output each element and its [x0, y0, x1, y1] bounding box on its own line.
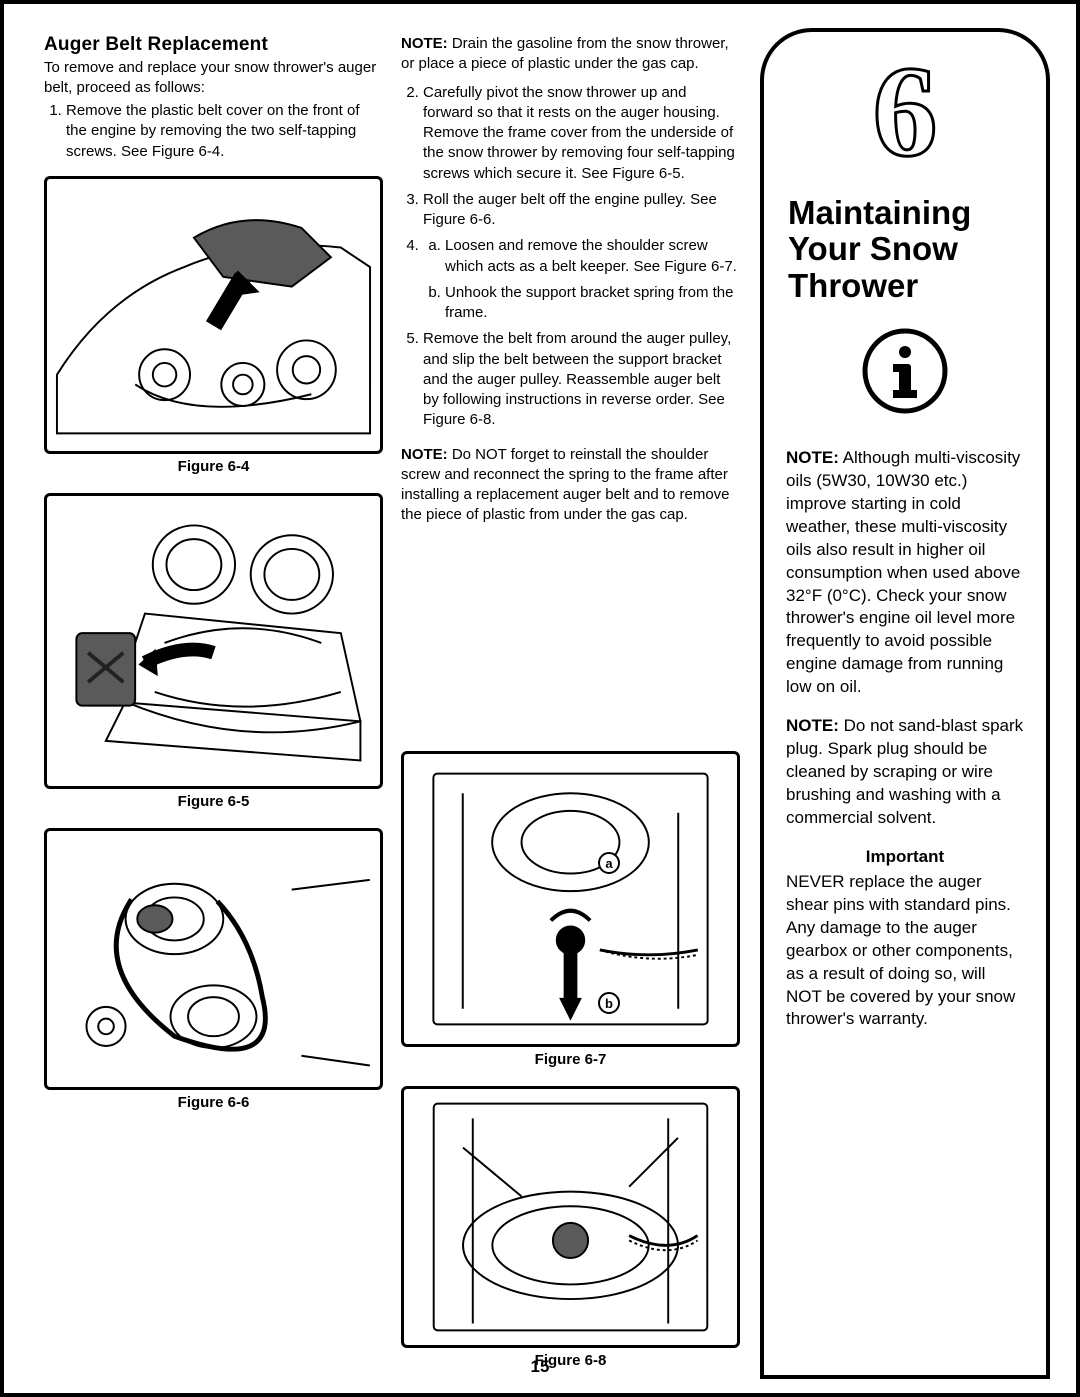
step-1: Remove the plastic belt cover on the fro…	[66, 101, 383, 162]
note-label: NOTE:	[786, 448, 839, 467]
manual-page: Auger Belt Replacement To remove and rep…	[0, 0, 1080, 1397]
right-column: NOTE: Drain the gasoline from the snow t…	[401, 34, 740, 1373]
title-line-2: Your Snow	[788, 230, 958, 267]
sidebar-note-2: NOTE: Do not sand-blast spark plug. Spar…	[786, 715, 1024, 830]
note-top: NOTE: Drain the gasoline from the snow t…	[401, 34, 740, 75]
figure-6-8	[401, 1086, 740, 1348]
note-label: NOTE:	[401, 35, 448, 52]
intro-text: To remove and replace your snow thrower'…	[44, 58, 383, 97]
figure-6-6-label: Figure 6-6	[44, 1094, 383, 1111]
sidebar: 6 Maintaining Your Snow Thrower NOTE: Al…	[760, 28, 1050, 1379]
content-row: Auger Belt Replacement To remove and rep…	[44, 34, 1046, 1373]
sidebar-note-1: NOTE: Although multi-viscosity oils (5W3…	[786, 447, 1024, 699]
figure-6-5-svg	[47, 496, 380, 786]
chapter-number: 6	[786, 50, 1024, 185]
figure-6-5	[44, 493, 383, 789]
sidebar-note-1-text: Although multi-viscosity oils (5W30, 10W…	[786, 448, 1020, 696]
figure-6-5-label: Figure 6-5	[44, 793, 383, 810]
sidebar-important-text: NEVER replace the auger shear pins with …	[786, 872, 1015, 1029]
chapter-title: Maintaining Your Snow Thrower	[786, 195, 1024, 304]
figure-6-7: a b	[401, 751, 740, 1047]
page-number: 15	[4, 1357, 1076, 1377]
note-label: NOTE:	[786, 716, 839, 735]
chapter-digit: 6	[873, 50, 938, 180]
callout-a: a	[598, 852, 620, 874]
figure-6-6-svg	[47, 831, 380, 1087]
step-4-sub: Loosen and remove the shoulder screw whi…	[423, 236, 740, 323]
figure-6-7-label: Figure 6-7	[401, 1051, 740, 1068]
steps-list-right: Carefully pivot the snow thrower up and …	[401, 83, 740, 437]
info-icon	[786, 326, 1024, 421]
chapter-number-svg: 6	[850, 50, 960, 180]
step-4a: Loosen and remove the shoulder screw whi…	[445, 236, 740, 277]
step-2: Carefully pivot the snow thrower up and …	[423, 83, 740, 184]
section-heading: Auger Belt Replacement	[44, 34, 383, 56]
step-4: Loosen and remove the shoulder screw whi…	[423, 236, 740, 323]
sidebar-important: Important NEVER replace the auger shear …	[786, 846, 1024, 1032]
left-column: Auger Belt Replacement To remove and rep…	[44, 34, 383, 1373]
figure-6-4-label: Figure 6-4	[44, 458, 383, 475]
step-5: Remove the belt from around the auger pu…	[423, 329, 740, 430]
note-bottom: NOTE: Do NOT forget to reinstall the sho…	[401, 445, 740, 526]
figure-6-4	[44, 176, 383, 454]
title-line-1: Maintaining	[788, 194, 971, 231]
title-line-3: Thrower	[788, 267, 918, 304]
note-top-text: Drain the gasoline from the snow thrower…	[401, 35, 729, 72]
figure-6-6	[44, 828, 383, 1090]
step-4b: Unhook the support bracket spring from t…	[445, 283, 740, 324]
figure-6-7-svg	[404, 754, 737, 1044]
note-label: NOTE:	[401, 446, 448, 463]
steps-list-left: Remove the plastic belt cover on the fro…	[44, 101, 383, 168]
callout-b: b	[598, 992, 620, 1014]
figure-6-8-svg	[404, 1089, 737, 1345]
important-label: Important	[786, 846, 1024, 869]
step-3: Roll the auger belt off the engine pulle…	[423, 190, 740, 231]
note-bottom-text: Do NOT forget to reinstall the shoulder …	[401, 446, 730, 524]
main-columns: Auger Belt Replacement To remove and rep…	[44, 34, 740, 1373]
figure-6-4-svg	[47, 179, 380, 451]
